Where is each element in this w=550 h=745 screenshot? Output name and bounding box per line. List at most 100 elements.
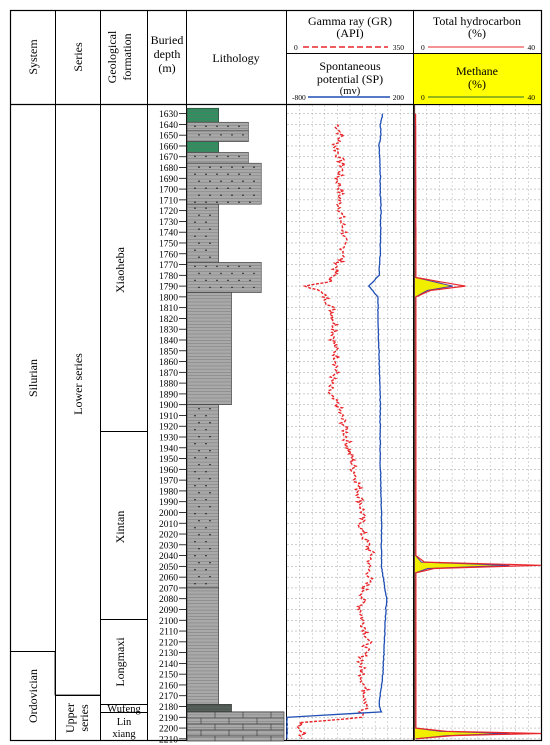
sand-dot [238,187,240,190]
sand-dot [194,526,196,529]
sand-dot [242,194,244,197]
sand-dot [198,272,200,275]
sand-dot [209,505,211,508]
gr-curve [295,123,376,740]
sand-dot [227,265,229,268]
th-scale-max: 40 [528,43,536,52]
sand-dot [205,155,207,158]
sand-dot [205,470,207,473]
depth-label: 1690 [159,175,178,185]
sand-dot [198,519,200,522]
sand-dot [209,134,211,136]
series-upper-line2: series [77,704,91,732]
sand-dot [209,561,211,564]
depth-label: 2060 [159,574,178,584]
depth-label: 2160 [159,681,178,691]
sand-dot [198,435,200,438]
sand-dot [194,279,196,282]
depth-axis: 1630164016501660167016801690170017101720… [159,110,186,745]
depth-label: 1660 [159,142,178,152]
depth-label: 1700 [159,186,178,196]
depth-label: 1880 [159,380,178,390]
system-ordovician: Ordovician [26,669,40,723]
depth-label: 1960 [159,466,178,476]
sand-dot [205,428,207,431]
sand-dot [249,187,251,190]
sand-dot [205,484,207,487]
sand-dot [205,540,207,543]
sand-dot [194,512,196,515]
sand-dot [220,286,222,289]
sp-scale-max: 200 [393,93,405,102]
sand-dot [209,477,211,480]
sand-dot [227,187,229,190]
depth-label: 2110 [159,628,178,638]
sand-dot [209,463,211,466]
depth-label: 1850 [159,347,178,357]
track-grid [287,105,541,741]
depth-label: 1870 [159,369,178,379]
sand-dot [216,265,218,268]
sand-dot [194,221,196,223]
sand-dot [249,279,251,282]
sand-dot [198,214,200,216]
sand-dot [220,272,222,275]
sand-dot [205,414,207,417]
sand-dot [194,125,196,128]
depth-label: 2180 [159,703,178,713]
sand-dot [209,214,211,216]
sand-dot [198,286,200,289]
sand-dot [216,187,218,190]
lithology-header: Lithology [212,51,259,65]
depth-label: 2090 [159,606,178,616]
sand-dot [253,272,255,275]
sand-dot [220,134,222,136]
sand-dot [253,180,255,183]
th-header-line2: (%) [468,26,486,40]
log-curves [285,113,542,740]
sand-dot [253,286,255,289]
sand-dot [194,265,196,268]
sand-dot [209,449,211,452]
lithology-block [186,704,232,713]
formation-linxiang-line1: Lin [117,717,132,728]
sand-dot [198,242,200,244]
depth-label: 1650 [159,132,178,142]
series-lower: Lower series [71,353,85,415]
sand-dot [231,286,233,289]
sand-dot [198,449,200,452]
sand-dot [198,180,200,183]
lithology-block [186,141,219,153]
depth-label: 2190 [159,714,178,724]
gr-header-line1: Gamma ray (GR) [308,14,392,28]
sand-dot [198,477,200,480]
th-header-line1: Total hydrocarbon [433,14,521,28]
system-header: System [26,39,40,75]
depth-label: 2030 [159,541,178,551]
th-curve [415,113,542,740]
sand-dot [205,442,207,445]
sand-dot [209,421,211,424]
depth-label: 2010 [159,520,178,530]
sand-dot [220,166,222,169]
sand-dot [198,575,200,578]
lithology-block [186,203,219,263]
sand-dot [238,201,240,204]
sand-dot [238,279,240,282]
depth-label: 2000 [159,509,178,519]
depth-label: 2020 [159,531,178,541]
sand-dot [209,435,211,438]
sand-dot [238,173,240,176]
depth-label: 1830 [159,326,178,336]
sand-dot [194,414,196,417]
sand-dot [194,484,196,487]
sand-dot [238,155,240,158]
sand-dot [220,194,222,197]
depth-label: 1730 [159,218,178,228]
sand-dot [249,265,251,268]
sand-dot [231,166,233,169]
sand-dot [198,421,200,424]
depth-label: 1970 [159,477,178,487]
depth-label: 1770 [159,261,178,271]
sand-dot [198,533,200,536]
